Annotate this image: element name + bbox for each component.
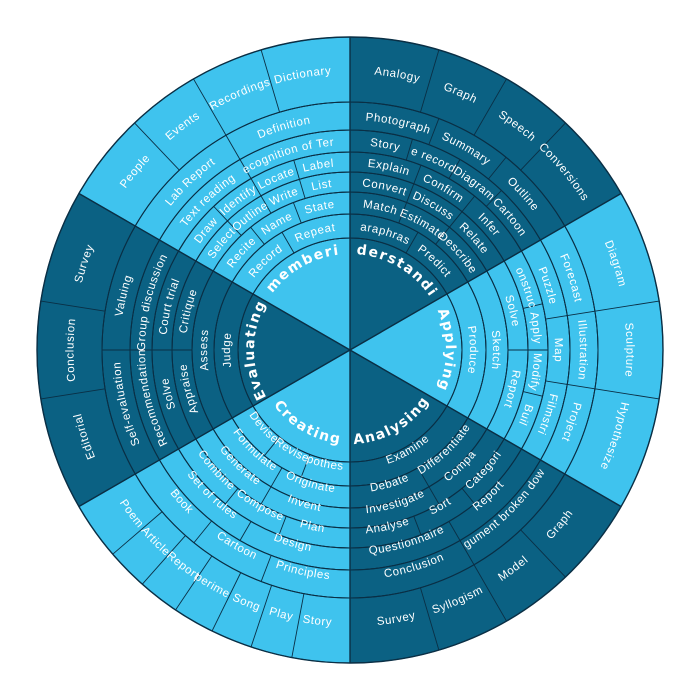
cell-divider	[522, 391, 543, 397]
verb-label-creating-r4-2: Plan	[299, 518, 326, 535]
cell-divider	[567, 383, 596, 390]
cell-divider	[420, 49, 440, 113]
cell-divider	[211, 572, 242, 632]
cell-divider	[292, 202, 302, 224]
cell-divider	[40, 388, 106, 400]
cell-divider	[459, 540, 475, 565]
cell-divider	[250, 226, 265, 245]
cell-divider	[239, 521, 252, 541]
cell-divider	[193, 78, 227, 136]
cell-divider	[260, 555, 272, 582]
cell-divider	[299, 179, 306, 199]
verb-label-applying-r4-1: Apply	[527, 311, 543, 344]
cell-divider	[567, 310, 596, 317]
cell-divider	[225, 488, 239, 505]
cell-divider	[175, 555, 213, 611]
verb-label-remembering-r4-3: Label	[301, 158, 334, 175]
cell-divider	[239, 159, 252, 179]
cell-divider	[281, 231, 295, 254]
cell-divider	[428, 486, 440, 505]
cell-divider	[405, 138, 413, 161]
cell-divider	[398, 202, 408, 224]
cell-divider	[141, 535, 186, 585]
cell-divider	[260, 195, 272, 214]
cell-divider	[545, 315, 568, 320]
cell-divider	[260, 49, 280, 113]
cell-divider	[260, 486, 272, 505]
verb-label-understanding-r5-0: Story	[370, 137, 402, 154]
verb-label-creating-r7-6: Story	[302, 613, 333, 628]
cell-divider	[264, 436, 280, 456]
sector-spoke	[78, 349, 351, 508]
cell-divider	[485, 190, 502, 207]
cell-divider	[473, 564, 507, 622]
sector-spoke	[78, 192, 351, 351]
cell-divider	[413, 516, 422, 536]
cell-divider	[406, 183, 415, 203]
cell-divider	[522, 303, 543, 309]
verb-label-applying-r7-1: Sculpture	[622, 322, 635, 377]
verb-label-evaluating-r1-0: Judge	[221, 332, 234, 368]
cell-divider	[428, 118, 440, 145]
cell-divider	[193, 520, 212, 544]
wheel-ring-lines	[36, 36, 664, 664]
cell-divider	[405, 231, 419, 254]
verb-label-applying-r6-1: Illustration	[575, 319, 589, 381]
cell-divider	[448, 521, 461, 541]
cell-divider	[291, 593, 305, 658]
cell-divider	[40, 300, 106, 312]
verb-label-evaluating-r7-1: Conclusion	[65, 318, 79, 383]
cell-divider	[545, 380, 568, 385]
cell-divider	[435, 226, 450, 245]
cell-divider	[448, 159, 461, 179]
cell-divider	[227, 220, 242, 236]
cell-divider	[270, 467, 283, 488]
sector-spoke	[349, 349, 622, 508]
cell-divider	[461, 195, 475, 212]
verb-label-applying-r2-0: Sketch	[489, 330, 502, 371]
verb-label-remembering-r3-3: List	[310, 178, 332, 193]
cell-divider	[300, 454, 311, 478]
sector-spoke	[349, 192, 622, 351]
cell-divider	[134, 122, 180, 171]
cell-divider	[250, 178, 262, 197]
cell-divider	[420, 587, 440, 651]
cell-divider	[520, 529, 566, 578]
cell-divider	[278, 516, 287, 536]
cell-divider	[225, 135, 241, 160]
cell-divider	[293, 160, 300, 180]
cell-divider	[417, 467, 430, 488]
verb-label-applying-r5-1: Map	[552, 338, 564, 363]
cell-divider	[473, 78, 507, 136]
cell-divider	[250, 585, 273, 648]
cell-divider	[488, 156, 507, 180]
stage-label-applying: Applying	[434, 306, 458, 394]
cell-divider	[461, 488, 475, 505]
cell-divider	[112, 511, 163, 555]
cell-divider	[594, 388, 660, 400]
cell-divider	[594, 300, 660, 312]
verb-label-evaluating-r2-0: Assess	[198, 329, 211, 372]
cell-divider	[213, 206, 228, 222]
cell-divider	[449, 211, 463, 228]
verb-label-applying-r1-0: Produce	[465, 325, 479, 375]
cell-divider	[520, 122, 566, 171]
cell-divider	[413, 164, 422, 184]
